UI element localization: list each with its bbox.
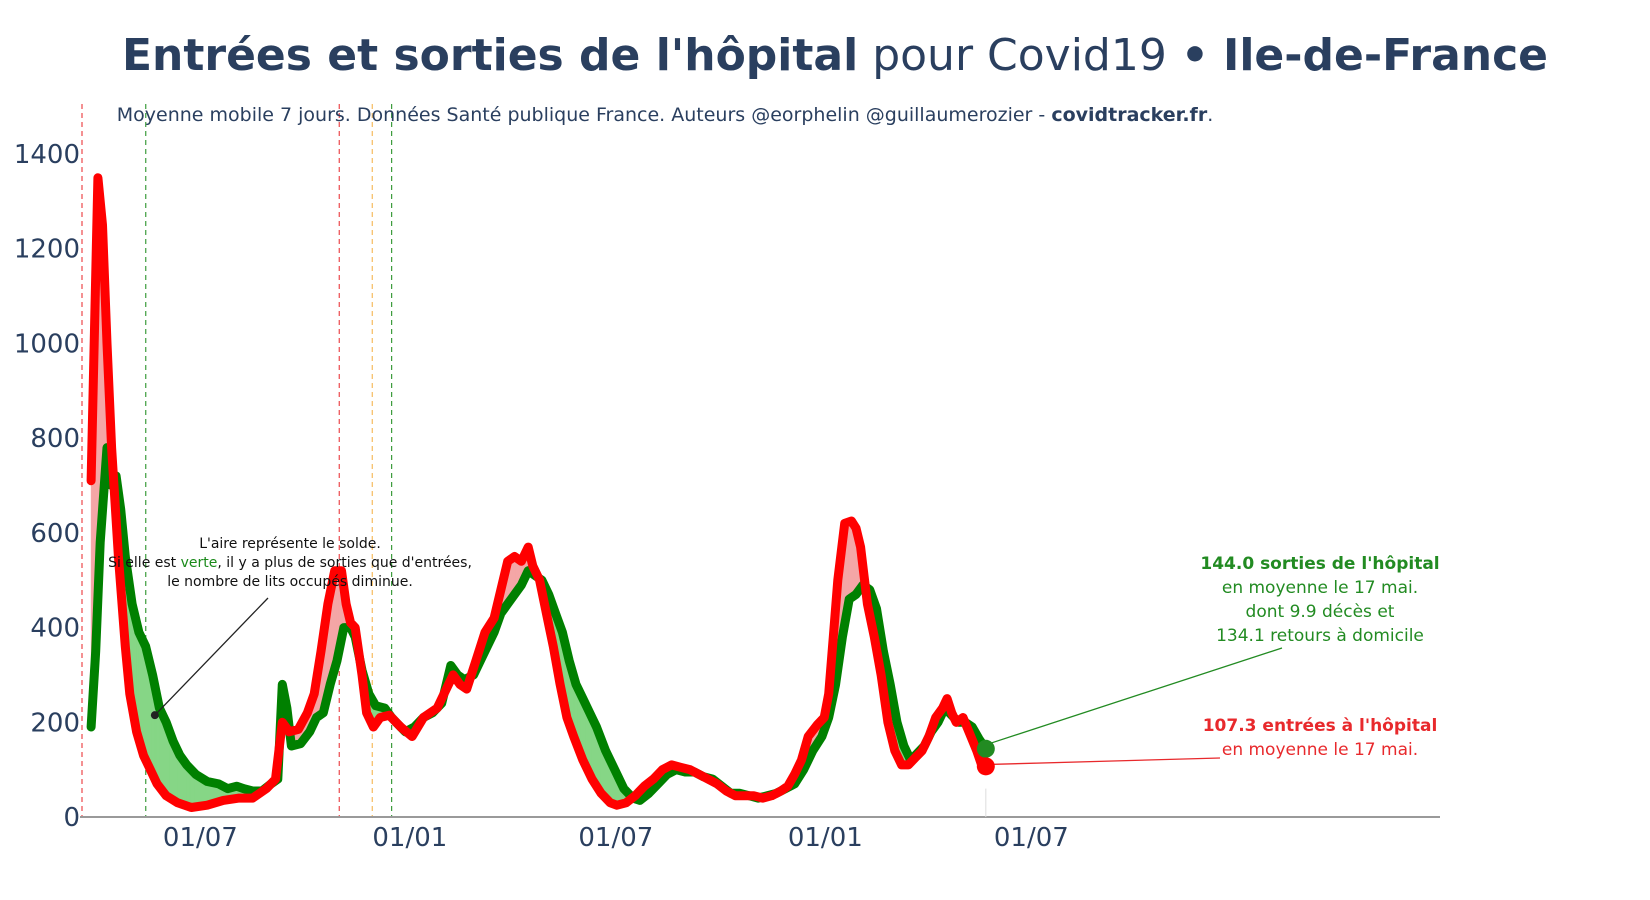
y-tick-label: 1400 (14, 140, 80, 170)
chart-title: Entrées et sorties de l'hôpital pour Cov… (0, 30, 1650, 81)
sorties-marker (976, 739, 995, 758)
note-line-3: le nombre de lits occupés diminue. (167, 574, 413, 590)
x-tick-label: 01/01 (372, 823, 447, 853)
x-tick-label: 01/01 (788, 823, 863, 853)
y-tick-label: 800 (30, 424, 80, 454)
note-arrow-dot (150, 711, 159, 720)
sorties-line (86, 443, 991, 805)
note-line-2-colored: verte (180, 555, 218, 571)
entrees-annotation: 107.3 entrées à l'hôpital en moyenne le … (1170, 714, 1470, 762)
chart-title-regular: pour Covid19 (872, 30, 1167, 81)
sorties-annotation-title: 144.0 sorties de l'hôpital (1200, 554, 1440, 574)
note-line-2-end: , il y a plus de sorties que d'entrées, (217, 555, 472, 571)
entrees-arrow (993, 757, 1221, 765)
entrees-marker (976, 757, 995, 776)
note-line-2-start: Si elle est (108, 555, 181, 571)
y-tick-label: 600 (30, 519, 80, 549)
entrees-line (86, 173, 991, 812)
sorties-annotation-line-3: dont 9.9 décès et (1245, 602, 1395, 622)
sorties-annotation: 144.0 sorties de l'hôpital en moyenne le… (1170, 552, 1470, 648)
x-tick-label: 01/07 (163, 823, 238, 853)
x-tick-label: 01/07 (994, 823, 1069, 853)
subtitle-end: . (1207, 104, 1214, 126)
sorties-arrow (991, 647, 1283, 744)
x-tick-label: 01/07 (578, 823, 653, 853)
note-line-2: Si elle est verte, il y a plus de sortie… (60, 554, 520, 573)
chart-title-bold: Entrées et sorties de l'hôpital (121, 30, 859, 81)
entrees-annotation-title: 107.3 entrées à l'hôpital (1202, 716, 1438, 736)
y-tick-label: 1200 (14, 235, 80, 265)
note-line-1: L'aire représente le solde. (199, 536, 381, 552)
note-arrow (154, 597, 269, 716)
chart-title-region: Ile-de-France (1222, 30, 1549, 81)
chart-subtitle: Moyenne mobile 7 jours. Données Santé pu… (0, 104, 1330, 126)
sorties-annotation-line-2: en moyenne le 17 mai. (1221, 578, 1419, 598)
y-tick-label: 200 (30, 708, 80, 738)
chart-title-separator: • (1180, 30, 1209, 81)
sorties-annotation-line-4: 134.1 retours à domicile (1216, 626, 1424, 646)
subtitle-text: Moyenne mobile 7 jours. Données Santé pu… (116, 104, 1052, 126)
area-explanation-note: L'aire représente le solde. Si elle est … (60, 535, 520, 592)
y-tick-label: 1000 (14, 329, 80, 359)
subtitle-site: covidtracker.fr (1051, 104, 1208, 126)
entrees-annotation-line-2: en moyenne le 17 mai. (1221, 740, 1419, 760)
y-tick-label: 400 (30, 614, 80, 644)
y-tick-label: 0 (63, 803, 80, 833)
